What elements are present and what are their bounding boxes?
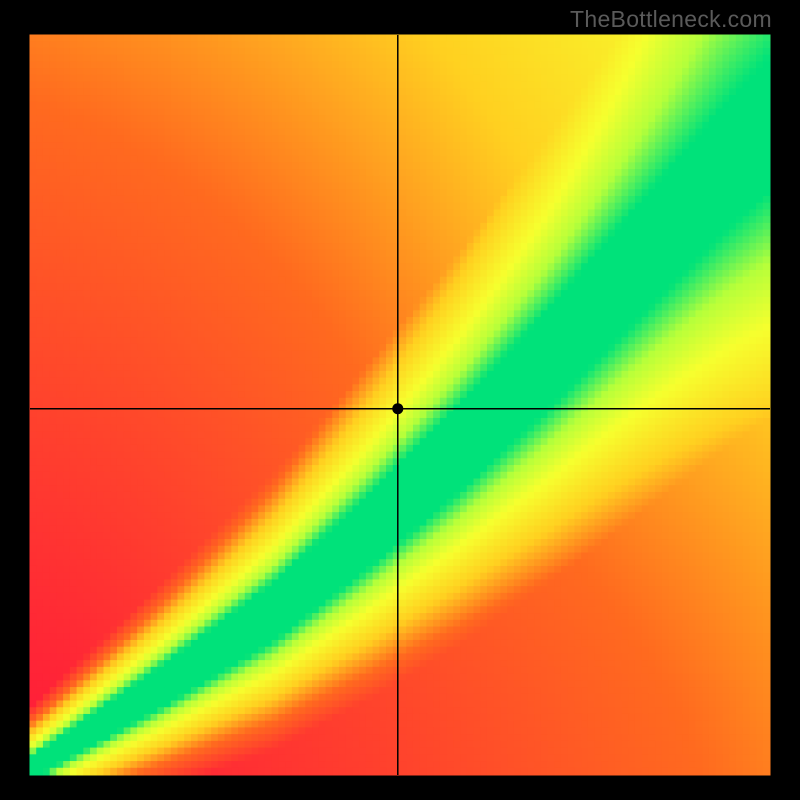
watermark-text: TheBottleneck.com bbox=[570, 6, 772, 33]
bottleneck-heatmap bbox=[0, 0, 800, 800]
plot-area bbox=[30, 35, 771, 776]
